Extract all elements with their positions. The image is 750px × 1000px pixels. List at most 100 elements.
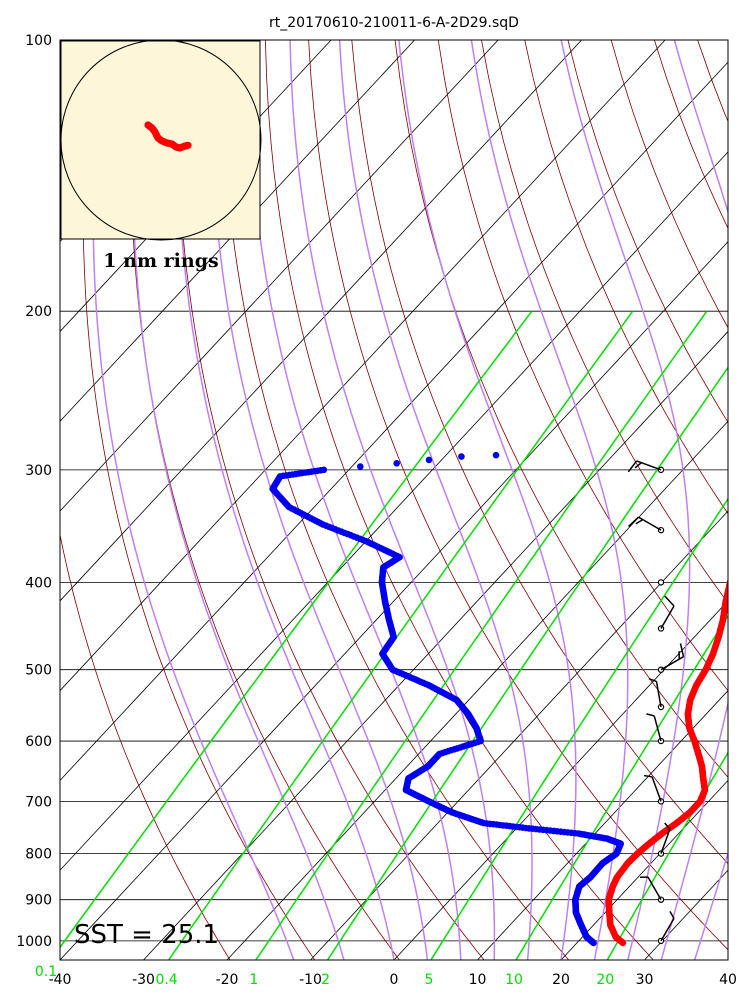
mixing-ratio-label: 2	[321, 972, 330, 988]
temperature-point	[746, 530, 750, 537]
isotherm-line	[393, 600, 728, 960]
isotherm-line	[226, 420, 728, 960]
temperature-point	[745, 488, 750, 495]
wind-barb-flag	[644, 774, 653, 778]
temperature-point	[743, 465, 750, 472]
temperature-point	[743, 466, 750, 473]
moist-adiabat	[210, 40, 429, 960]
temperature-point	[739, 557, 746, 564]
temperature-tick-label: 40	[719, 972, 737, 988]
temperature-point	[744, 480, 750, 487]
temperature-point	[746, 507, 750, 514]
temperature-point	[747, 519, 750, 526]
temperature-point	[745, 542, 750, 549]
wind-barb	[628, 516, 665, 534]
wind-barb-staff	[655, 681, 662, 708]
wind-barb-flag	[628, 516, 639, 527]
temperature-point	[745, 485, 750, 492]
temperature-point	[743, 461, 750, 468]
pressure-tick-label: 400	[25, 575, 52, 591]
mixing-ratio-line	[606, 751, 728, 960]
temperature-point	[736, 559, 743, 566]
temperature-point	[745, 544, 750, 551]
temperature-point	[737, 558, 744, 565]
temperature-point	[746, 497, 750, 504]
moist-adiabat	[470, 40, 629, 960]
temperature-point	[732, 563, 739, 570]
isotherm-line	[727, 959, 728, 960]
wind-barb-flag	[627, 460, 638, 473]
isotherm-line	[644, 869, 728, 960]
pressure-tick-label: 600	[25, 734, 52, 750]
temperature-point	[744, 467, 750, 474]
wind-barb-staff	[647, 876, 662, 901]
temperature-point	[740, 555, 747, 562]
temperature-point	[744, 471, 750, 478]
temperature-point	[738, 558, 745, 565]
mixing-ratio-label: 0.4	[155, 972, 177, 988]
isotherm-line	[60, 40, 582, 602]
wind-barb	[657, 643, 685, 673]
temperature-point	[744, 546, 750, 553]
wind-barb-flag	[634, 462, 642, 469]
wind-barb-staff	[660, 918, 675, 942]
temperature-point	[742, 553, 749, 560]
temperature-point	[746, 532, 750, 539]
wind-barb-staff	[651, 776, 662, 802]
temperature-point	[733, 562, 740, 569]
sst-label: SST = 25.1	[74, 920, 219, 950]
dry-adiabat	[221, 40, 570, 960]
temperature-point	[743, 456, 750, 463]
wind-barb-staff	[653, 715, 662, 742]
dewpoint-point	[320, 466, 328, 474]
dry-adiabat	[394, 40, 728, 778]
wind-barb	[639, 876, 665, 903]
temperature-point	[745, 491, 750, 498]
temperature-point	[744, 468, 750, 475]
dewpoint-point	[357, 463, 364, 470]
temperature-point	[745, 486, 750, 493]
pressure-tick-label: 900	[25, 893, 52, 909]
moist-adiabat	[660, 40, 728, 960]
temperature-point	[747, 512, 750, 519]
temperature-point	[743, 455, 750, 462]
dewpoint-point	[425, 456, 433, 464]
drift-track	[144, 121, 192, 152]
temperature-point	[746, 505, 750, 512]
pressure-tick-label: 100	[25, 33, 52, 49]
plot-frame	[59, 39, 729, 961]
pressure-tick-label: 700	[25, 794, 52, 810]
temperature-point	[743, 550, 750, 557]
moist-adiabat	[92, 40, 295, 960]
temperature-point	[742, 554, 749, 561]
isotherm-line	[60, 40, 415, 422]
wind-barb	[627, 460, 665, 474]
temperature-point	[745, 489, 750, 496]
temperature-point	[746, 500, 750, 507]
temperature-point	[746, 528, 750, 535]
temperature-point	[743, 455, 750, 462]
temperature-point	[746, 510, 750, 517]
wind-barb	[644, 774, 665, 805]
temperature-point	[743, 460, 750, 467]
moist-adiabat	[132, 40, 345, 960]
isotherm-line	[60, 151, 728, 871]
temperature-point	[728, 574, 735, 581]
temperature-point	[745, 540, 750, 547]
temperature-point	[744, 467, 750, 474]
moist-adiabat	[398, 40, 577, 960]
moist-adiabat	[176, 40, 395, 960]
moist-adiabat	[247, 40, 462, 960]
isotherm-line	[560, 779, 728, 960]
wind-barb	[657, 822, 671, 857]
temperature-point	[744, 547, 750, 554]
temperature-point	[730, 568, 737, 575]
temperature-point	[743, 549, 750, 556]
temperature-point	[744, 481, 750, 488]
temperature-point	[744, 472, 750, 479]
dry-adiabat	[437, 40, 728, 692]
wind-barb-staff	[638, 516, 662, 531]
temperature-tick-label: -10	[299, 972, 322, 988]
temperature-point	[746, 504, 750, 511]
temperature-point	[746, 509, 750, 516]
